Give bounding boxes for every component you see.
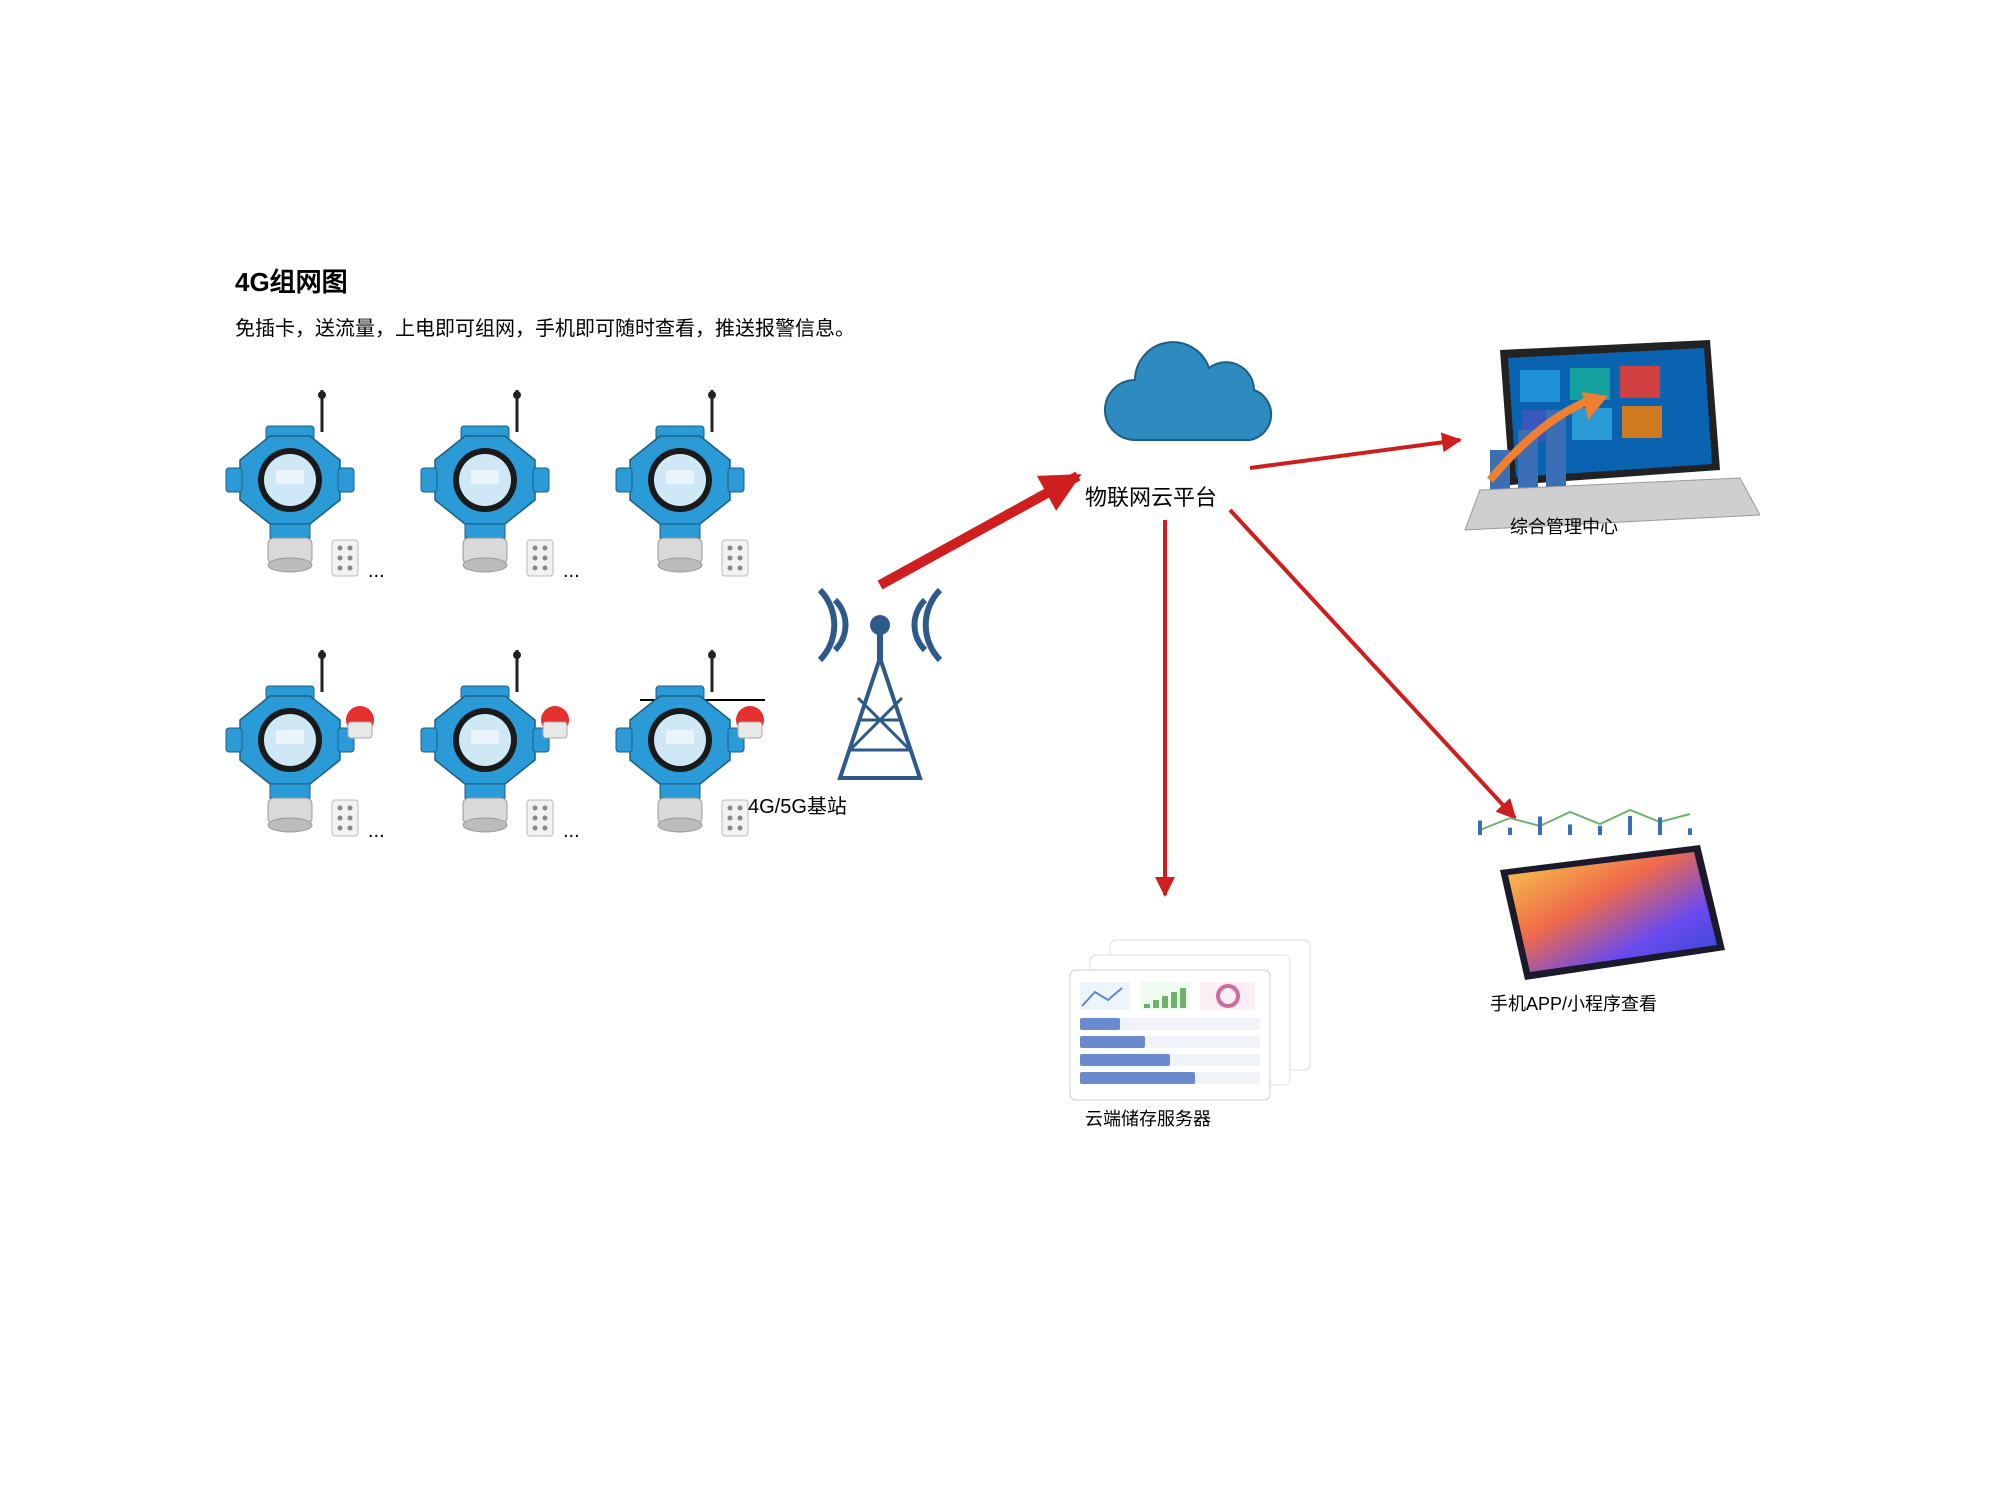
- sensor-device: [600, 390, 770, 595]
- ellipsis: ...: [368, 820, 385, 843]
- cloud-icon: [1080, 340, 1280, 475]
- sensor-device: [600, 650, 770, 855]
- sensor-device: [210, 650, 380, 855]
- edge: [1230, 510, 1515, 818]
- server-icon: [1050, 910, 1330, 1125]
- tower-icon-label: 4G/5G基站: [748, 790, 847, 819]
- ellipsis: ...: [563, 560, 580, 583]
- phone-icon-label: 手机APP/小程序查看: [1490, 990, 1657, 1016]
- edge: [1250, 440, 1460, 468]
- sensor-device: [405, 650, 575, 855]
- diagram-title: 4G组网图: [235, 262, 348, 299]
- tower-icon: [780, 540, 980, 795]
- sensor-device: [210, 390, 380, 595]
- laptop-icon-label: 综合管理中心: [1510, 513, 1618, 539]
- diagram-subtitle: 免插卡，送流量，上电即可组网，手机即可随时查看，推送报警信息。: [235, 312, 855, 341]
- server-icon-label: 云端储存服务器: [1085, 1105, 1211, 1131]
- cloud-icon-label: 物联网云平台: [1085, 480, 1217, 512]
- phone-icon: [1470, 800, 1740, 1005]
- ellipsis: ...: [368, 560, 385, 583]
- sensor-device: [405, 390, 575, 595]
- ellipsis: ...: [563, 820, 580, 843]
